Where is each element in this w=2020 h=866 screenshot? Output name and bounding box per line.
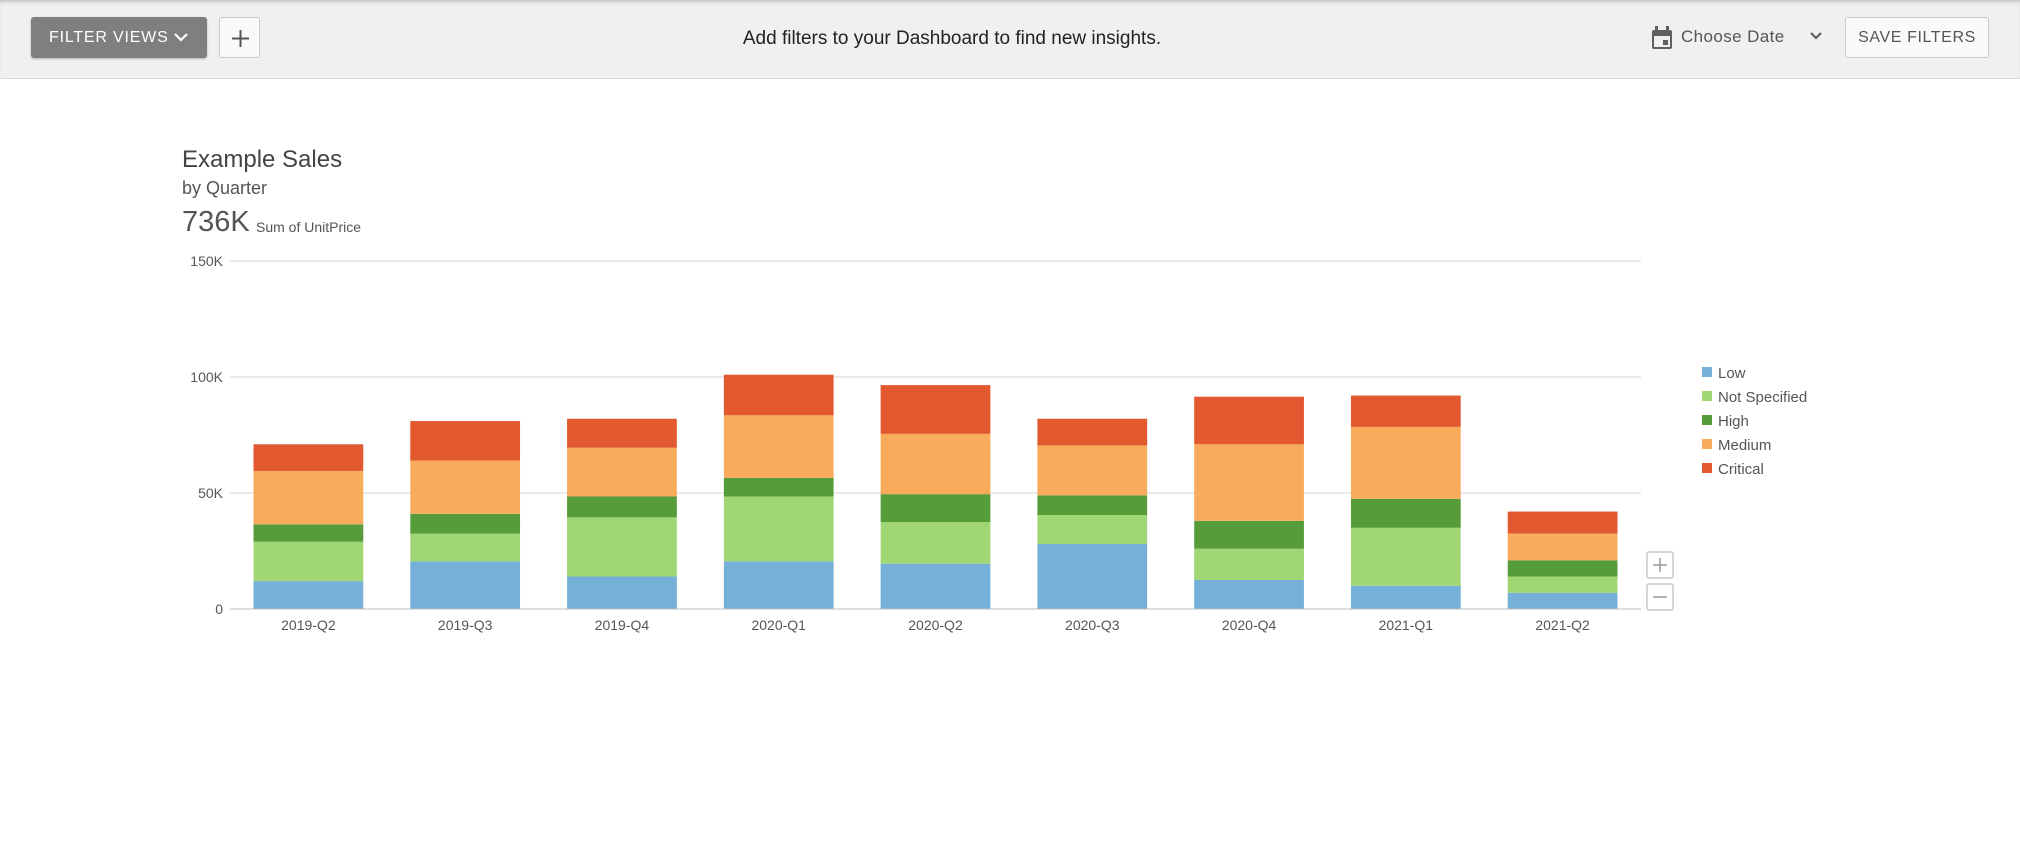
legend-item-low[interactable]: Low xyxy=(1702,365,1746,382)
x-tick-label: 2020-Q2 xyxy=(908,617,963,633)
bar-segment-critical[interactable] xyxy=(567,419,677,448)
bar-segment-high[interactable] xyxy=(254,524,364,541)
bar-segment-critical[interactable] xyxy=(724,375,834,416)
x-tick-label: 2020-Q4 xyxy=(1222,617,1277,633)
legend-item-critical[interactable]: Critical xyxy=(1702,461,1764,478)
bar-segment-medium[interactable] xyxy=(1351,427,1461,499)
legend-item-not-specified[interactable]: Not Specified xyxy=(1702,389,1807,406)
bar-segment-not-specified[interactable] xyxy=(881,522,991,564)
bar-segment-high[interactable] xyxy=(567,496,677,517)
bar-segment-low[interactable] xyxy=(410,561,520,609)
legend-label: High xyxy=(1718,413,1749,430)
bar-segment-low[interactable] xyxy=(1037,544,1147,609)
legend-swatch xyxy=(1702,367,1712,377)
x-tick-label: 2019-Q2 xyxy=(281,617,336,633)
legend-label: Low xyxy=(1718,365,1746,382)
bar-segment-not-specified[interactable] xyxy=(724,496,834,561)
bar-segment-low[interactable] xyxy=(1351,586,1461,609)
bar-segment-not-specified[interactable] xyxy=(567,517,677,576)
bar-segment-not-specified[interactable] xyxy=(1194,549,1304,580)
x-tick-label: 2019-Q3 xyxy=(438,617,493,633)
bar-segment-high[interactable] xyxy=(1194,521,1304,549)
bar-segment-medium[interactable] xyxy=(1508,534,1618,561)
bar-segment-not-specified[interactable] xyxy=(254,542,364,581)
zoom-in-button[interactable] xyxy=(1647,552,1673,578)
bar-segment-medium[interactable] xyxy=(724,415,834,478)
legend-label: Not Specified xyxy=(1718,389,1807,406)
bar-segment-critical[interactable] xyxy=(1194,397,1304,445)
bar-segment-high[interactable] xyxy=(410,514,520,534)
bar-segment-high[interactable] xyxy=(1037,495,1147,515)
bar-segment-not-specified[interactable] xyxy=(1351,528,1461,586)
legend-item-medium[interactable]: Medium xyxy=(1702,437,1771,454)
y-tick-label: 50K xyxy=(198,485,224,501)
bar-segment-high[interactable] xyxy=(724,478,834,497)
bar-segment-low[interactable] xyxy=(254,581,364,609)
bar-segment-medium[interactable] xyxy=(881,434,991,494)
bar-segment-critical[interactable] xyxy=(1508,512,1618,534)
bar-segment-high[interactable] xyxy=(1508,560,1618,576)
bar-segment-critical[interactable] xyxy=(254,444,364,471)
bar-segment-critical[interactable] xyxy=(1037,419,1147,446)
bar-segment-critical[interactable] xyxy=(1351,396,1461,427)
zoom-out-button[interactable] xyxy=(1647,584,1673,610)
x-tick-label: 2020-Q3 xyxy=(1065,617,1120,633)
y-tick-label: 150K xyxy=(190,253,223,269)
bar-segment-not-specified[interactable] xyxy=(410,534,520,562)
y-tick-label: 100K xyxy=(190,369,223,385)
x-tick-label: 2021-Q1 xyxy=(1379,617,1434,633)
legend-item-high[interactable]: High xyxy=(1702,413,1749,430)
bar-segment-critical[interactable] xyxy=(881,385,991,434)
bar-segment-medium[interactable] xyxy=(410,461,520,514)
bar-segment-medium[interactable] xyxy=(254,471,364,524)
x-tick-label: 2021-Q2 xyxy=(1535,617,1590,633)
bar-segment-low[interactable] xyxy=(724,561,834,609)
bar-segment-medium[interactable] xyxy=(1194,444,1304,521)
y-tick-label: 0 xyxy=(215,601,223,617)
bar-segment-medium[interactable] xyxy=(567,448,677,497)
legend-swatch xyxy=(1702,415,1712,425)
bar-segment-high[interactable] xyxy=(1351,499,1461,528)
bar-segment-medium[interactable] xyxy=(1037,445,1147,495)
bar-segment-low[interactable] xyxy=(1194,580,1304,609)
legend-swatch xyxy=(1702,391,1712,401)
bar-segment-low[interactable] xyxy=(881,564,991,609)
bar-segment-high[interactable] xyxy=(881,494,991,522)
legend-swatch xyxy=(1702,463,1712,473)
legend-label: Medium xyxy=(1718,437,1771,454)
legend-label: Critical xyxy=(1718,461,1764,478)
bar-segment-not-specified[interactable] xyxy=(1508,577,1618,593)
legend-swatch xyxy=(1702,439,1712,449)
bar-segment-not-specified[interactable] xyxy=(1037,515,1147,544)
bar-segment-critical[interactable] xyxy=(410,421,520,460)
bar-segment-low[interactable] xyxy=(567,577,677,609)
bar-segment-low[interactable] xyxy=(1508,593,1618,609)
x-tick-label: 2019-Q4 xyxy=(595,617,650,633)
x-tick-label: 2020-Q1 xyxy=(751,617,806,633)
